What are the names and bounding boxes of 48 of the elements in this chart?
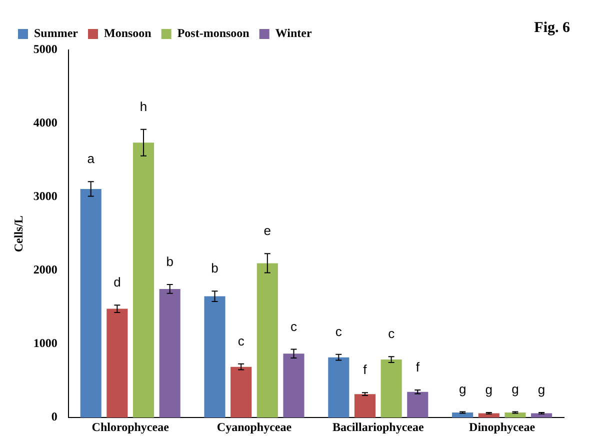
bar — [478, 413, 500, 418]
annotation: c — [290, 318, 298, 334]
annotation: d — [114, 274, 121, 290]
bar — [452, 412, 474, 418]
x-tick-label: Chlorophyceae — [92, 420, 170, 434]
annotation: g — [485, 382, 493, 398]
annotation: g — [512, 381, 519, 396]
y-tick-label: 4000 — [33, 116, 58, 130]
y-tick-label: 0 — [51, 410, 58, 424]
bar — [256, 263, 278, 418]
x-tick-label: Dinophyceae — [469, 420, 536, 434]
bar — [204, 296, 226, 418]
y-tick-label: 3000 — [33, 189, 58, 204]
bar — [380, 360, 402, 418]
bar — [407, 392, 428, 418]
bar — [283, 354, 304, 418]
annotation: f — [363, 362, 368, 378]
bar — [504, 412, 526, 418]
legend-label: Monsoon — [104, 26, 152, 40]
annotation: e — [264, 223, 272, 238]
legend-label: Winter — [275, 26, 312, 40]
y-tick-label: 2000 — [33, 262, 58, 277]
bar — [531, 413, 552, 418]
bar — [132, 142, 154, 418]
annotation: g — [458, 381, 466, 396]
legend-label: Summer — [34, 26, 79, 40]
annotation: a — [87, 151, 96, 166]
bar — [230, 366, 252, 418]
bar — [159, 288, 180, 418]
bar — [354, 394, 376, 418]
bar — [106, 308, 128, 418]
legend-label: Post-monsoon — [177, 26, 250, 40]
annotation: g — [538, 382, 546, 398]
chart-title: Fig. 6 — [534, 20, 570, 36]
x-tick-label: Cyanophyceae — [216, 420, 292, 434]
y-tick-label: 1000 — [33, 336, 58, 350]
y-axis-title: Cells/L — [11, 215, 26, 252]
bar — [80, 188, 102, 418]
annotation: c — [238, 334, 245, 349]
annotation: c — [388, 326, 396, 342]
x-tick-label: Bacillariophyceae — [332, 420, 424, 434]
annotation: b — [211, 260, 218, 276]
y-tick-label: 5000 — [33, 42, 58, 56]
annotation: b — [166, 254, 174, 270]
annotation: c — [335, 324, 342, 339]
bar — [328, 357, 350, 418]
annotation: h — [140, 98, 148, 114]
annotation: f — [416, 360, 420, 375]
